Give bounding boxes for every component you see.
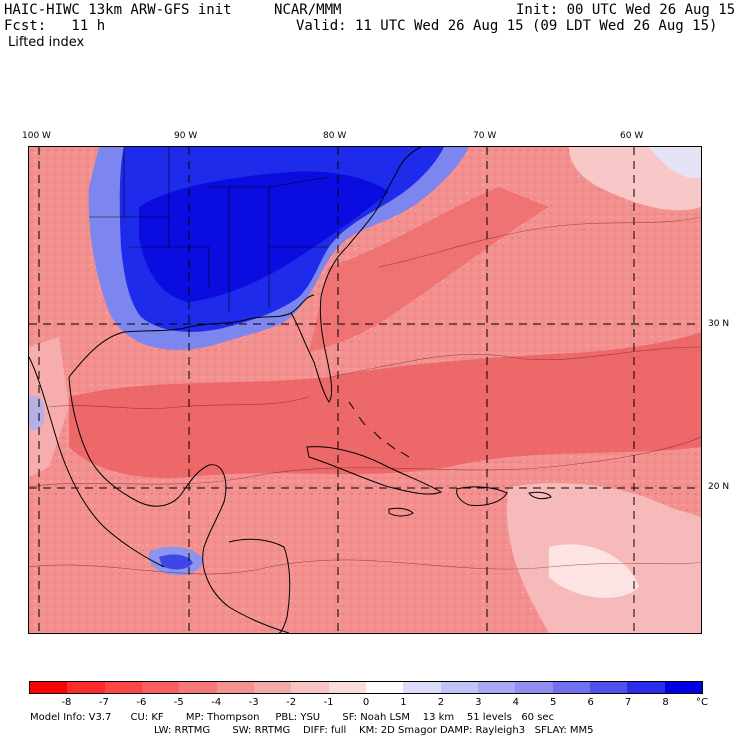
forecast-hour: Fcst: 11 h [4,18,106,34]
colorbar-swatch [253,682,292,693]
lon-label: 80 W [323,131,347,141]
colorbar-tick-label: 0 [362,697,370,708]
map-panel [28,146,702,634]
colorbar-swatch [627,682,665,693]
colorbar-tick-label: -6 [136,697,147,708]
colorbar-swatch [589,682,628,693]
colorbar-swatch [104,682,142,693]
lat-label: 30 N [708,319,730,329]
colorbar-swatch [67,682,105,693]
title-left: HAIC-HIWC 13km ARW-GFS init [4,2,232,18]
lon-label: 60 W [620,131,644,141]
colorbar-tick-label: -4 [211,697,222,708]
lifted-index-map [29,147,701,633]
colorbar-tick-label: 8 [662,697,669,708]
colorbar-tick-label: 7 [624,697,632,708]
colorbar-swatch [216,682,254,693]
title-center: NCAR/MMM [274,2,342,18]
colorbar-tick-label: -2 [286,697,297,708]
colorbar-tick-label: 4 [512,697,519,708]
colorbar-tick-label: 1 [400,697,407,708]
colorbar-swatch [664,682,702,693]
model-info-line1: Model Info: V3.7 CU: KF MP: Thompson PBL… [30,712,555,723]
colorbar-unit: °C [696,697,708,708]
colorbar-swatch [30,682,68,693]
lon-label: 70 W [473,131,497,141]
colorbar-tick-label: -3 [248,697,259,708]
valid-time: Valid: 11 UTC Wed 26 Aug 15 (09 LDT Wed … [296,18,718,34]
colorbar-tick-label: -5 [173,697,184,708]
colorbar-swatch [552,682,590,693]
colorbar-swatch [477,682,516,693]
colorbar-tick-label: 6 [587,697,594,708]
colorbar-swatch [403,682,441,693]
contours [29,216,701,575]
colorbar-swatch [141,682,180,693]
lon-label: 100 W [22,131,51,141]
colorbar-swatch [291,682,329,693]
colorbar-tick-label: 3 [475,697,482,708]
init-time: Init: 00 UTC Wed 26 Aug 15 [516,2,736,18]
colorbar-swatch [515,682,553,693]
colorbar-tick-label: -7 [98,697,109,708]
lat-label: 20 N [708,482,730,492]
colorbar [29,681,703,694]
colorbar-swatch [179,682,217,693]
colorbar-swatch [328,682,366,693]
field-name: Lifted index [8,35,85,50]
colorbar-swatch [440,682,478,693]
colorbar-tick-label: 5 [550,697,557,708]
latlon-grid [29,147,701,633]
strong-instability-band [69,332,701,478]
colorbar-swatch [365,682,404,693]
colorbar-tick-label: -1 [323,697,334,708]
colorbar-tick-label: -8 [61,697,72,708]
lon-label: 90 W [174,131,198,141]
model-info-line2: LW: RRTMG SW: RRTMG DIFF: full KM: 2D Sm… [154,725,594,736]
colorbar-tick-label: 2 [437,697,445,708]
